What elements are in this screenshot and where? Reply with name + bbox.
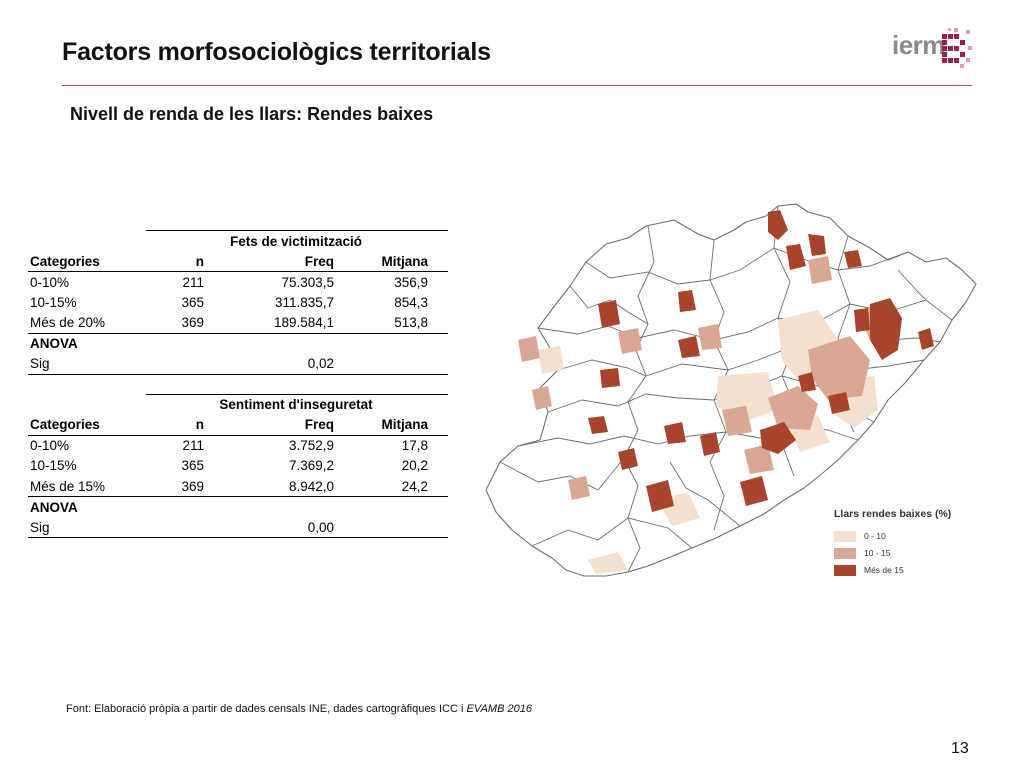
- slide-title: Factors morfosociològics territorials: [62, 38, 491, 66]
- footnote-text: Font: Elaboració pròpia a partir de dade…: [66, 703, 467, 715]
- statistics-panel: Fets de victimització Categories n Freq …: [28, 230, 448, 538]
- sig-label: Sig: [28, 517, 146, 538]
- table-row: Més de 15% 369 8.942,0 24,2: [28, 476, 448, 497]
- table-row: 10-15% 365 311.835,7 854,3: [28, 292, 448, 313]
- row-freq: 75.303,5: [281, 274, 334, 290]
- table-group-header-row: Sentiment d'inseguretat: [28, 393, 448, 415]
- row-mitjana: 17,8: [401, 438, 428, 453]
- row-freq: 189.584,1: [273, 315, 334, 330]
- table-row: 0-10% 211 75.303,5 356,9: [28, 272, 448, 293]
- anova-label: ANOVA: [28, 332, 146, 354]
- row-n: 369: [181, 315, 204, 330]
- row-mitjana: 513,8: [394, 315, 428, 330]
- iermb-logo: ierm: [892, 26, 974, 70]
- mid-band-areas: [518, 256, 892, 500]
- sig-value: 0,00: [206, 517, 336, 538]
- insecurity-table: Sentiment d'inseguretat Categories n Fre…: [28, 393, 448, 539]
- map-legend: Llars rendes baixes (%) 0 - 10 10 - 15 M…: [834, 508, 951, 579]
- legend-swatch: [834, 564, 856, 576]
- row-n: 369: [181, 478, 204, 494]
- legend-label: 10 - 15: [864, 548, 891, 558]
- table-row: 10-15% 365 7.369,2 20,2: [28, 456, 448, 477]
- table-column-header-row: Categories n Freq Mitjana: [28, 414, 448, 436]
- victimization-table: Fets de victimització Categories n Freq …: [28, 230, 448, 375]
- row-freq: 3.752,9: [288, 438, 334, 453]
- row-category: Més de 20%: [30, 315, 106, 330]
- sig-label: Sig: [28, 353, 146, 375]
- col-header-freq: Freq: [206, 414, 336, 436]
- sig-row: Sig 0,00: [28, 517, 448, 538]
- col-header-mitjana: Mitjana: [336, 414, 448, 436]
- col-header-categories: Categories: [28, 251, 146, 272]
- sig-value: 0,02: [206, 353, 336, 375]
- row-mitjana: 20,2: [401, 458, 428, 474]
- col-header-freq: Freq: [206, 251, 336, 272]
- logo-text: ierm: [892, 30, 945, 60]
- legend-label: 0 - 10: [864, 531, 886, 541]
- row-mitjana: 24,2: [401, 478, 428, 494]
- row-n: 211: [182, 438, 204, 453]
- anova-row: ANOVA: [28, 332, 448, 354]
- col-header-mitjana: Mitjana: [336, 251, 448, 272]
- legend-item: 0 - 10: [834, 528, 951, 544]
- row-n: 365: [181, 458, 204, 474]
- legend-swatch: [834, 547, 856, 559]
- page-number: 13: [951, 740, 969, 757]
- row-mitjana: 854,3: [394, 294, 428, 310]
- row-category: 0-10%: [30, 274, 70, 290]
- table-row: 0-10% 211 3.752,9 17,8: [28, 435, 448, 456]
- table-column-header-row: Categories n Freq Mitjana: [28, 251, 448, 272]
- choropleth-map: [485, 203, 977, 577]
- row-n: 365: [181, 294, 204, 310]
- row-freq: 311.835,7: [274, 294, 334, 310]
- table-row: Més de 20% 369 189.584,1 513,8: [28, 313, 448, 334]
- row-category: Més de 15%: [30, 478, 106, 494]
- legend-item: 10 - 15: [834, 545, 951, 561]
- anova-label: ANOVA: [28, 496, 146, 517]
- legend-item: Més de 15: [834, 562, 951, 578]
- col-header-n: n: [146, 251, 206, 272]
- col-header-n: n: [146, 414, 206, 436]
- slide-subtitle: Nivell de renda de les llars: Rendes bai…: [70, 104, 434, 124]
- row-n: 211: [182, 274, 204, 290]
- row-mitjana: 356,9: [394, 274, 428, 290]
- source-footnote: Font: Elaboració pròpia a partir de dade…: [66, 703, 532, 715]
- group-header: Sentiment d'inseguretat: [146, 393, 448, 415]
- group-header: Fets de victimització: [146, 230, 448, 251]
- col-header-categories: Categories: [28, 414, 146, 436]
- high-band-areas: [588, 210, 934, 512]
- footnote-emphasis: EVAMB 2016: [466, 703, 532, 715]
- anova-row: ANOVA: [28, 496, 448, 517]
- legend-label: Més de 15: [864, 565, 904, 575]
- legend-swatch: [834, 530, 856, 542]
- row-category: 10-15%: [30, 458, 77, 474]
- table-group-header-row: Fets de victimització: [28, 230, 448, 251]
- row-category: 10-15%: [30, 294, 77, 310]
- row-freq: 8.942,0: [288, 478, 334, 494]
- logo-b-mark-icon: [942, 28, 972, 68]
- title-divider: [62, 85, 972, 86]
- legend-title: Llars rendes baixes (%): [834, 508, 952, 520]
- sig-row: Sig 0,02: [28, 353, 448, 375]
- row-freq: 7.369,2: [288, 458, 334, 474]
- row-category: 0-10%: [30, 438, 70, 453]
